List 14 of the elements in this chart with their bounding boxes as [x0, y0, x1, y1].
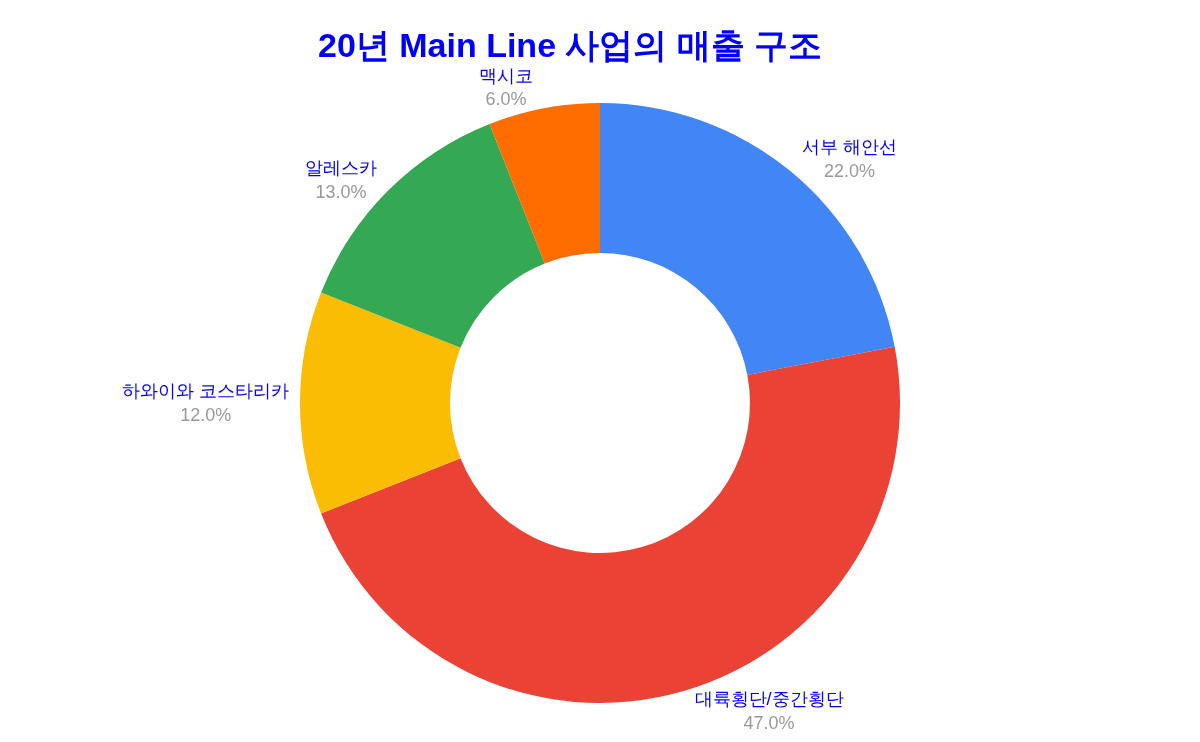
donut-slice	[300, 292, 461, 514]
chart-title: 20년 Main Line 사업의 매출 구조	[318, 26, 823, 65]
data-label: 12.0%	[180, 404, 232, 425]
donut-slice	[489, 103, 600, 264]
data-label: 13.0%	[315, 181, 367, 202]
data-label: 22.0%	[824, 160, 876, 181]
donut-slice	[600, 103, 895, 375]
slice-label: 대륙횡단/중간횡단	[694, 689, 844, 710]
slice-label: 서부 해안선	[802, 137, 898, 158]
slice-label: 알레스카	[305, 158, 378, 179]
slice-label: 하와이와 코스타리카	[122, 381, 290, 402]
data-label: 47.0%	[743, 712, 795, 733]
data-label: 6.0%	[485, 89, 527, 110]
slice-label: 맥시코	[478, 65, 533, 86]
